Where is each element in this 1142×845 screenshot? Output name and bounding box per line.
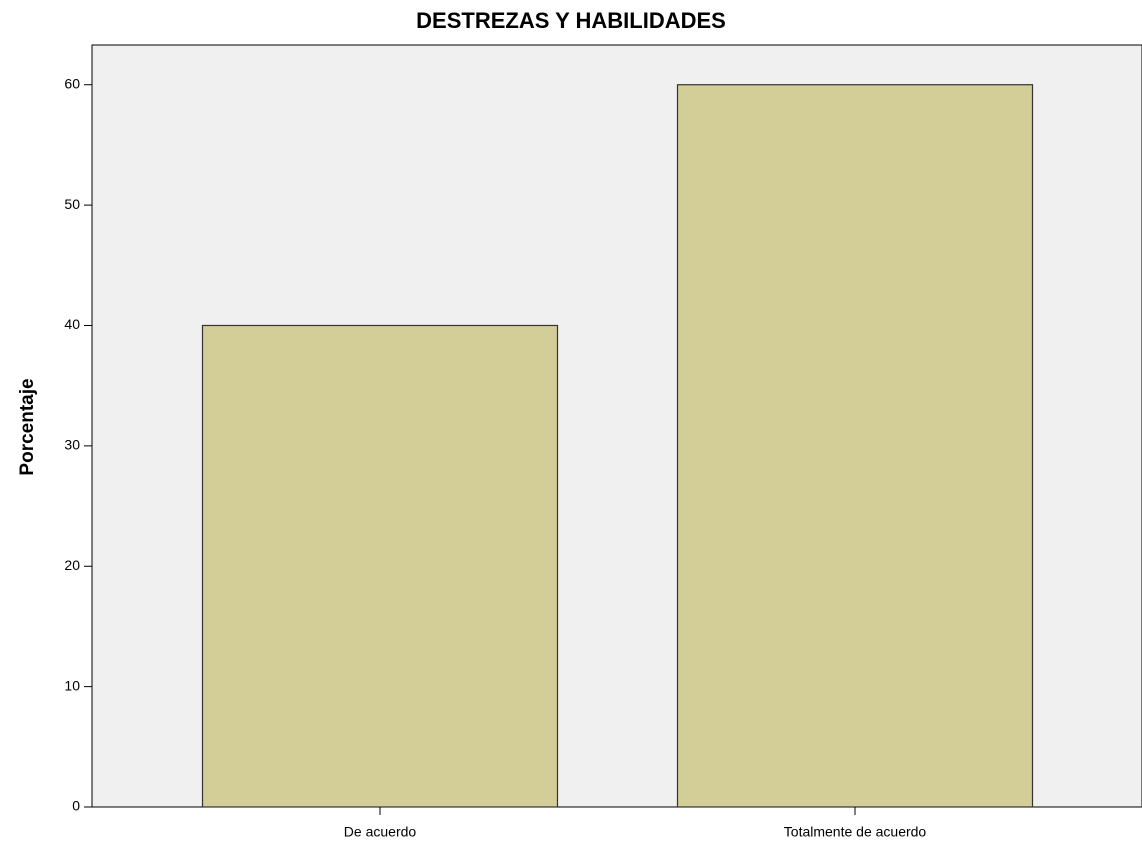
y-tick-label: 10 (64, 677, 80, 693)
x-tick-label: De acuerdo (344, 824, 417, 840)
y-tick-label: 0 (72, 798, 80, 814)
y-tick-label: 20 (64, 557, 80, 573)
y-tick-label: 50 (64, 196, 80, 212)
bar (676, 84, 1034, 808)
y-tick-label: 60 (64, 75, 80, 91)
chart-title: DESTREZAS Y HABILIDADES (416, 8, 726, 33)
bar (201, 324, 559, 808)
y-tick-label: 40 (64, 316, 80, 332)
y-axis-label: Porcentaje (17, 378, 38, 475)
y-tick-label: 30 (64, 437, 80, 453)
x-tick-label: Totalmente de acuerdo (784, 824, 927, 840)
